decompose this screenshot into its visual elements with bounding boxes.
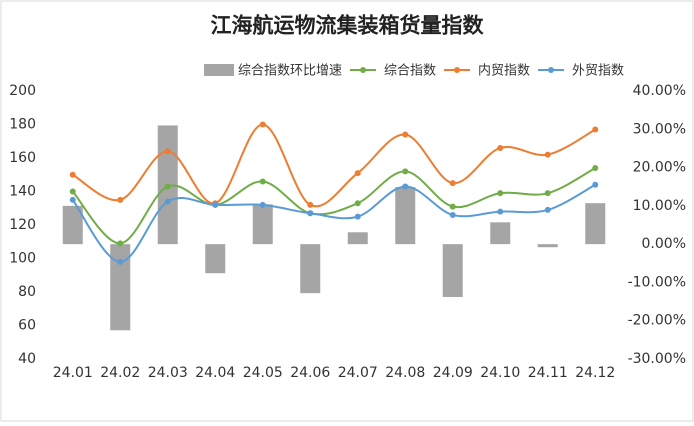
y2-tick-label: 20.00% bbox=[633, 160, 686, 176]
y2-tick-label: -10.00% bbox=[628, 274, 686, 290]
marker bbox=[307, 210, 314, 217]
marker bbox=[402, 168, 409, 175]
y-tick-label: 120 bbox=[9, 217, 36, 233]
marker bbox=[497, 208, 504, 215]
marker bbox=[354, 170, 361, 177]
marker bbox=[69, 196, 76, 203]
marker bbox=[259, 201, 266, 208]
y2-tick-label: 10.00% bbox=[633, 198, 686, 214]
marker bbox=[592, 126, 599, 133]
marker bbox=[402, 183, 409, 190]
legend-label: 综合指数环比增速 bbox=[238, 64, 342, 79]
chart-title: 江海航运物流集装箱货量指数 bbox=[211, 13, 485, 38]
marker bbox=[117, 258, 124, 265]
y-tick-label: 80 bbox=[18, 284, 36, 300]
marker bbox=[497, 144, 504, 151]
marker bbox=[544, 151, 551, 158]
y2-tick-label: 0.00% bbox=[642, 236, 686, 252]
legend-label: 内贸指数 bbox=[478, 63, 530, 79]
marker bbox=[544, 206, 551, 213]
bar bbox=[205, 244, 226, 274]
marker bbox=[69, 171, 76, 178]
x-tick-label: 24.09 bbox=[433, 365, 473, 381]
y-tick-label: 160 bbox=[9, 150, 36, 166]
marker bbox=[164, 183, 171, 190]
marker bbox=[117, 196, 124, 203]
marker bbox=[497, 190, 504, 197]
x-tick-label: 24.08 bbox=[385, 365, 425, 381]
y-tick-label: 60 bbox=[18, 318, 36, 334]
marker bbox=[259, 121, 266, 128]
x-tick-label: 24.01 bbox=[53, 365, 93, 381]
x-tick-label: 24.11 bbox=[528, 365, 568, 381]
x-tick-label: 24.02 bbox=[100, 365, 140, 381]
bar bbox=[62, 205, 83, 245]
bar bbox=[252, 204, 273, 245]
x-tick-label: 24.10 bbox=[480, 365, 520, 381]
bar bbox=[110, 244, 131, 331]
marker bbox=[449, 203, 456, 210]
y2-tick-label: -30.00% bbox=[628, 351, 686, 367]
y-tick-label: 40 bbox=[18, 351, 36, 367]
marker bbox=[449, 211, 456, 218]
marker bbox=[354, 213, 361, 220]
bar bbox=[585, 203, 606, 245]
marker bbox=[307, 201, 314, 208]
legend-swatch bbox=[454, 67, 461, 73]
bar bbox=[442, 244, 463, 297]
marker bbox=[402, 131, 409, 138]
legend-label: 综合指数 bbox=[384, 64, 436, 79]
marker bbox=[212, 201, 219, 208]
marker bbox=[354, 200, 361, 207]
marker bbox=[69, 188, 76, 195]
marker bbox=[164, 198, 171, 205]
marker bbox=[259, 178, 266, 185]
legend-swatch bbox=[548, 67, 555, 73]
marker bbox=[592, 181, 599, 188]
y2-tick-label: -20.00% bbox=[628, 313, 686, 329]
y-tick-label: 140 bbox=[9, 184, 36, 200]
x-tick-label: 24.03 bbox=[148, 365, 188, 381]
marker bbox=[164, 148, 171, 155]
x-tick-label: 24.12 bbox=[575, 365, 615, 381]
marker bbox=[117, 240, 124, 247]
y2-tick-label: 30.00% bbox=[633, 121, 686, 137]
bar bbox=[347, 232, 368, 245]
marker bbox=[544, 190, 551, 197]
y-tick-label: 100 bbox=[9, 251, 36, 267]
legend-swatch bbox=[360, 67, 367, 73]
x-tick-label: 24.05 bbox=[243, 365, 283, 381]
y-tick-label: 180 bbox=[9, 117, 36, 133]
marker bbox=[592, 165, 599, 172]
bar bbox=[300, 244, 321, 294]
x-tick-label: 24.04 bbox=[195, 365, 235, 381]
x-tick-label: 24.07 bbox=[338, 365, 378, 381]
legend-swatch bbox=[204, 64, 234, 76]
y-tick-label: 200 bbox=[9, 83, 36, 99]
y2-tick-label: 40.00% bbox=[633, 83, 686, 99]
legend-label: 外贸指数 bbox=[572, 64, 624, 79]
bar bbox=[490, 222, 511, 245]
bar bbox=[395, 187, 416, 245]
marker bbox=[449, 180, 456, 187]
bar bbox=[537, 244, 558, 248]
x-tick-label: 24.06 bbox=[290, 365, 330, 381]
